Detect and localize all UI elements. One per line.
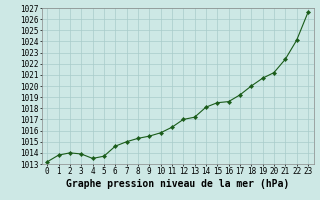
X-axis label: Graphe pression niveau de la mer (hPa): Graphe pression niveau de la mer (hPa) xyxy=(66,179,289,189)
